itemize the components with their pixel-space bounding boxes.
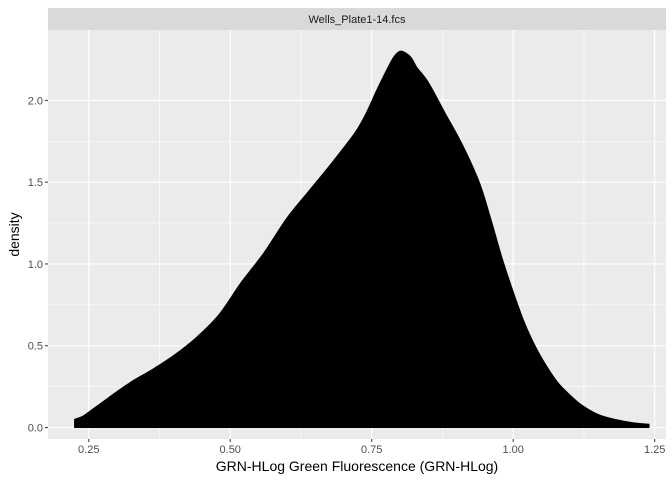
x-tick-label: 1.25	[644, 444, 665, 456]
facet-strip-label: Wells_Plate1-14.fcs	[308, 14, 406, 26]
density-area	[74, 50, 650, 429]
y-tick-label: 0.0	[28, 423, 43, 435]
x-tick-label: 1.00	[502, 444, 523, 456]
x-tick-label: 0.25	[78, 444, 99, 456]
facet-strip	[48, 8, 666, 30]
x-axis-ticks: 0.25 0.50 0.75 1.00 1.25	[78, 439, 665, 456]
x-tick-label: 0.50	[220, 444, 241, 456]
y-tick-label: 0.5	[28, 341, 43, 353]
y-axis-title: density	[6, 212, 22, 256]
x-tick-label: 0.75	[361, 444, 382, 456]
x-axis-title: GRN-HLog Green Fluorescence (GRN-HLog)	[216, 458, 498, 474]
y-tick-label: 2.0	[28, 95, 43, 107]
y-axis-ticks: 0.0 0.5 1.0 1.5 2.0	[28, 95, 48, 435]
y-tick-label: 1.0	[28, 259, 43, 271]
y-tick-label: 1.5	[28, 177, 43, 189]
